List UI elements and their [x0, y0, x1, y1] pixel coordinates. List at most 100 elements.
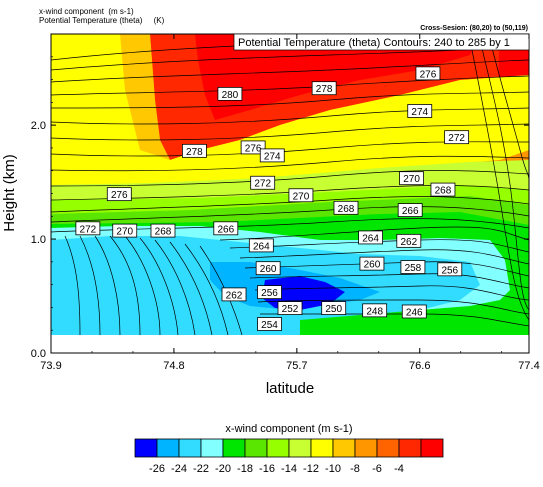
contour-label: 266 — [397, 203, 423, 217]
contour-label-text: 264 — [253, 241, 270, 252]
contour-label-text: 266 — [402, 206, 419, 217]
contour-label: 280 — [217, 86, 243, 101]
contour-label-text: 264 — [362, 233, 379, 244]
colorbar-swatch — [156, 438, 180, 458]
contour-label-box — [150, 223, 176, 238]
colorbar-swatch — [354, 438, 378, 458]
contour-label-text: 250 — [325, 304, 342, 315]
contour-label: 258 — [400, 260, 426, 274]
y-tick-label: 1.0 — [31, 234, 46, 246]
shade-band-yellow-left — [51, 34, 140, 150]
contour-label-text: 258 — [405, 263, 422, 274]
contour-label-text: 276 — [245, 143, 262, 154]
contour-label-text: 278 — [316, 84, 333, 95]
contour-label: 254 — [257, 317, 282, 331]
colorbar-swatch — [200, 438, 224, 458]
contour-label-box — [362, 303, 388, 318]
contour-label-box — [248, 238, 274, 253]
contour-label-box — [415, 66, 441, 81]
contour-label-box — [397, 203, 423, 217]
contour-label: 278 — [181, 143, 207, 158]
contour-label-box — [288, 188, 314, 203]
shade-band-red — [195, 34, 480, 120]
colorbar-tick-label: -12 — [303, 463, 319, 475]
contour-label-box — [106, 187, 132, 202]
contour-label: 260 — [255, 261, 281, 275]
contour-label: 276 — [106, 187, 132, 202]
y-tick-label: 2.0 — [31, 120, 46, 132]
contour-label-text: 256 — [441, 265, 458, 276]
colorbar-tick-label: -16 — [259, 463, 275, 475]
contour-label-box — [259, 148, 285, 163]
var2-units: (K) — [153, 16, 165, 25]
contour-label-box — [358, 230, 383, 245]
contour-label: 272 — [444, 130, 470, 144]
contour-label: 266 — [213, 221, 239, 236]
colorbar-tick-label: -26 — [149, 463, 165, 475]
contour-label: 268 — [430, 182, 456, 197]
contour-label-box — [407, 104, 433, 118]
contour-label-text: 248 — [366, 306, 383, 317]
y-tick-label: 0.0 — [31, 348, 46, 360]
x-axis: 73.9 74.8 75.7 76.6 77.4 — [40, 34, 540, 372]
contour-label-text: 274 — [411, 107, 428, 118]
colorbar-tick-label: -14 — [281, 463, 297, 475]
contour-label-text: 276 — [111, 190, 128, 201]
contour-label: 256 — [257, 285, 282, 299]
contour-label: 256 — [437, 262, 463, 276]
shade-band-yellow — [51, 75, 529, 190]
contour-label-box — [400, 260, 426, 274]
contour-label-text: 272 — [80, 224, 97, 235]
contour-label-box — [75, 221, 101, 236]
header-variable-2: Potential Temperature (theta) (K) — [39, 16, 164, 25]
contour-label-box — [217, 86, 243, 101]
contour-label-text: 246 — [406, 307, 423, 318]
contour-label: 268 — [150, 223, 176, 238]
contour-label: 272 — [250, 175, 276, 190]
var1-name: x-wind component — [39, 7, 104, 16]
colorbar-swatch — [376, 438, 400, 458]
contour-label-box — [257, 317, 282, 331]
contour-label-text: 256 — [261, 288, 278, 299]
colorbar-title: x-wind component (m s-1) — [225, 423, 352, 435]
contour-label-box — [213, 221, 239, 236]
chart-title-box — [233, 33, 530, 51]
contour-label: 270 — [399, 171, 424, 185]
contour-label-text: 274 — [264, 151, 281, 162]
contour-label: 262 — [221, 287, 247, 302]
contour-label: 270 — [112, 223, 138, 238]
colorbar-tick-label: -22 — [193, 463, 209, 475]
x-tick-label: 73.9 — [40, 360, 61, 372]
contour-label: 260 — [359, 256, 385, 271]
contour-label: 272 — [75, 221, 101, 236]
colorbar-tick-label: -4 — [394, 463, 404, 475]
contour-label-text: 260 — [364, 260, 381, 271]
contour-label-box — [321, 301, 347, 315]
contour-label-text: 252 — [282, 304, 299, 315]
contour-label: 264 — [248, 238, 274, 253]
contour-label: 274 — [407, 104, 433, 118]
colorbar-tick-label: -10 — [325, 463, 341, 475]
x-tick-label: 75.7 — [286, 360, 307, 372]
contour-label: 262 — [396, 233, 422, 248]
contour-label: 250 — [321, 301, 347, 315]
contour-label: 264 — [358, 230, 383, 245]
colorbar-swatch — [266, 438, 290, 458]
contour-label-text: 254 — [261, 320, 278, 331]
var1-units: (m s-1) — [108, 7, 134, 16]
contour-label: 276 — [415, 66, 441, 81]
contour-label-box — [112, 223, 138, 238]
contour-label-box — [430, 182, 456, 197]
contour-label-text: 262 — [400, 237, 417, 248]
contour-label-text: 268 — [435, 186, 452, 197]
colorbar-tick-label: -24 — [171, 463, 187, 475]
colorbar-swatch — [398, 438, 422, 458]
contour-label-text: 268 — [155, 227, 172, 238]
contour-label-box — [277, 301, 303, 315]
var2-name: Potential Temperature (theta) — [39, 16, 143, 25]
colorbar-swatch — [134, 438, 158, 458]
chart-title: Potential Temperature (theta) Contours: … — [238, 37, 510, 49]
contour-label-box — [311, 81, 337, 96]
contour-label-box — [221, 287, 247, 302]
